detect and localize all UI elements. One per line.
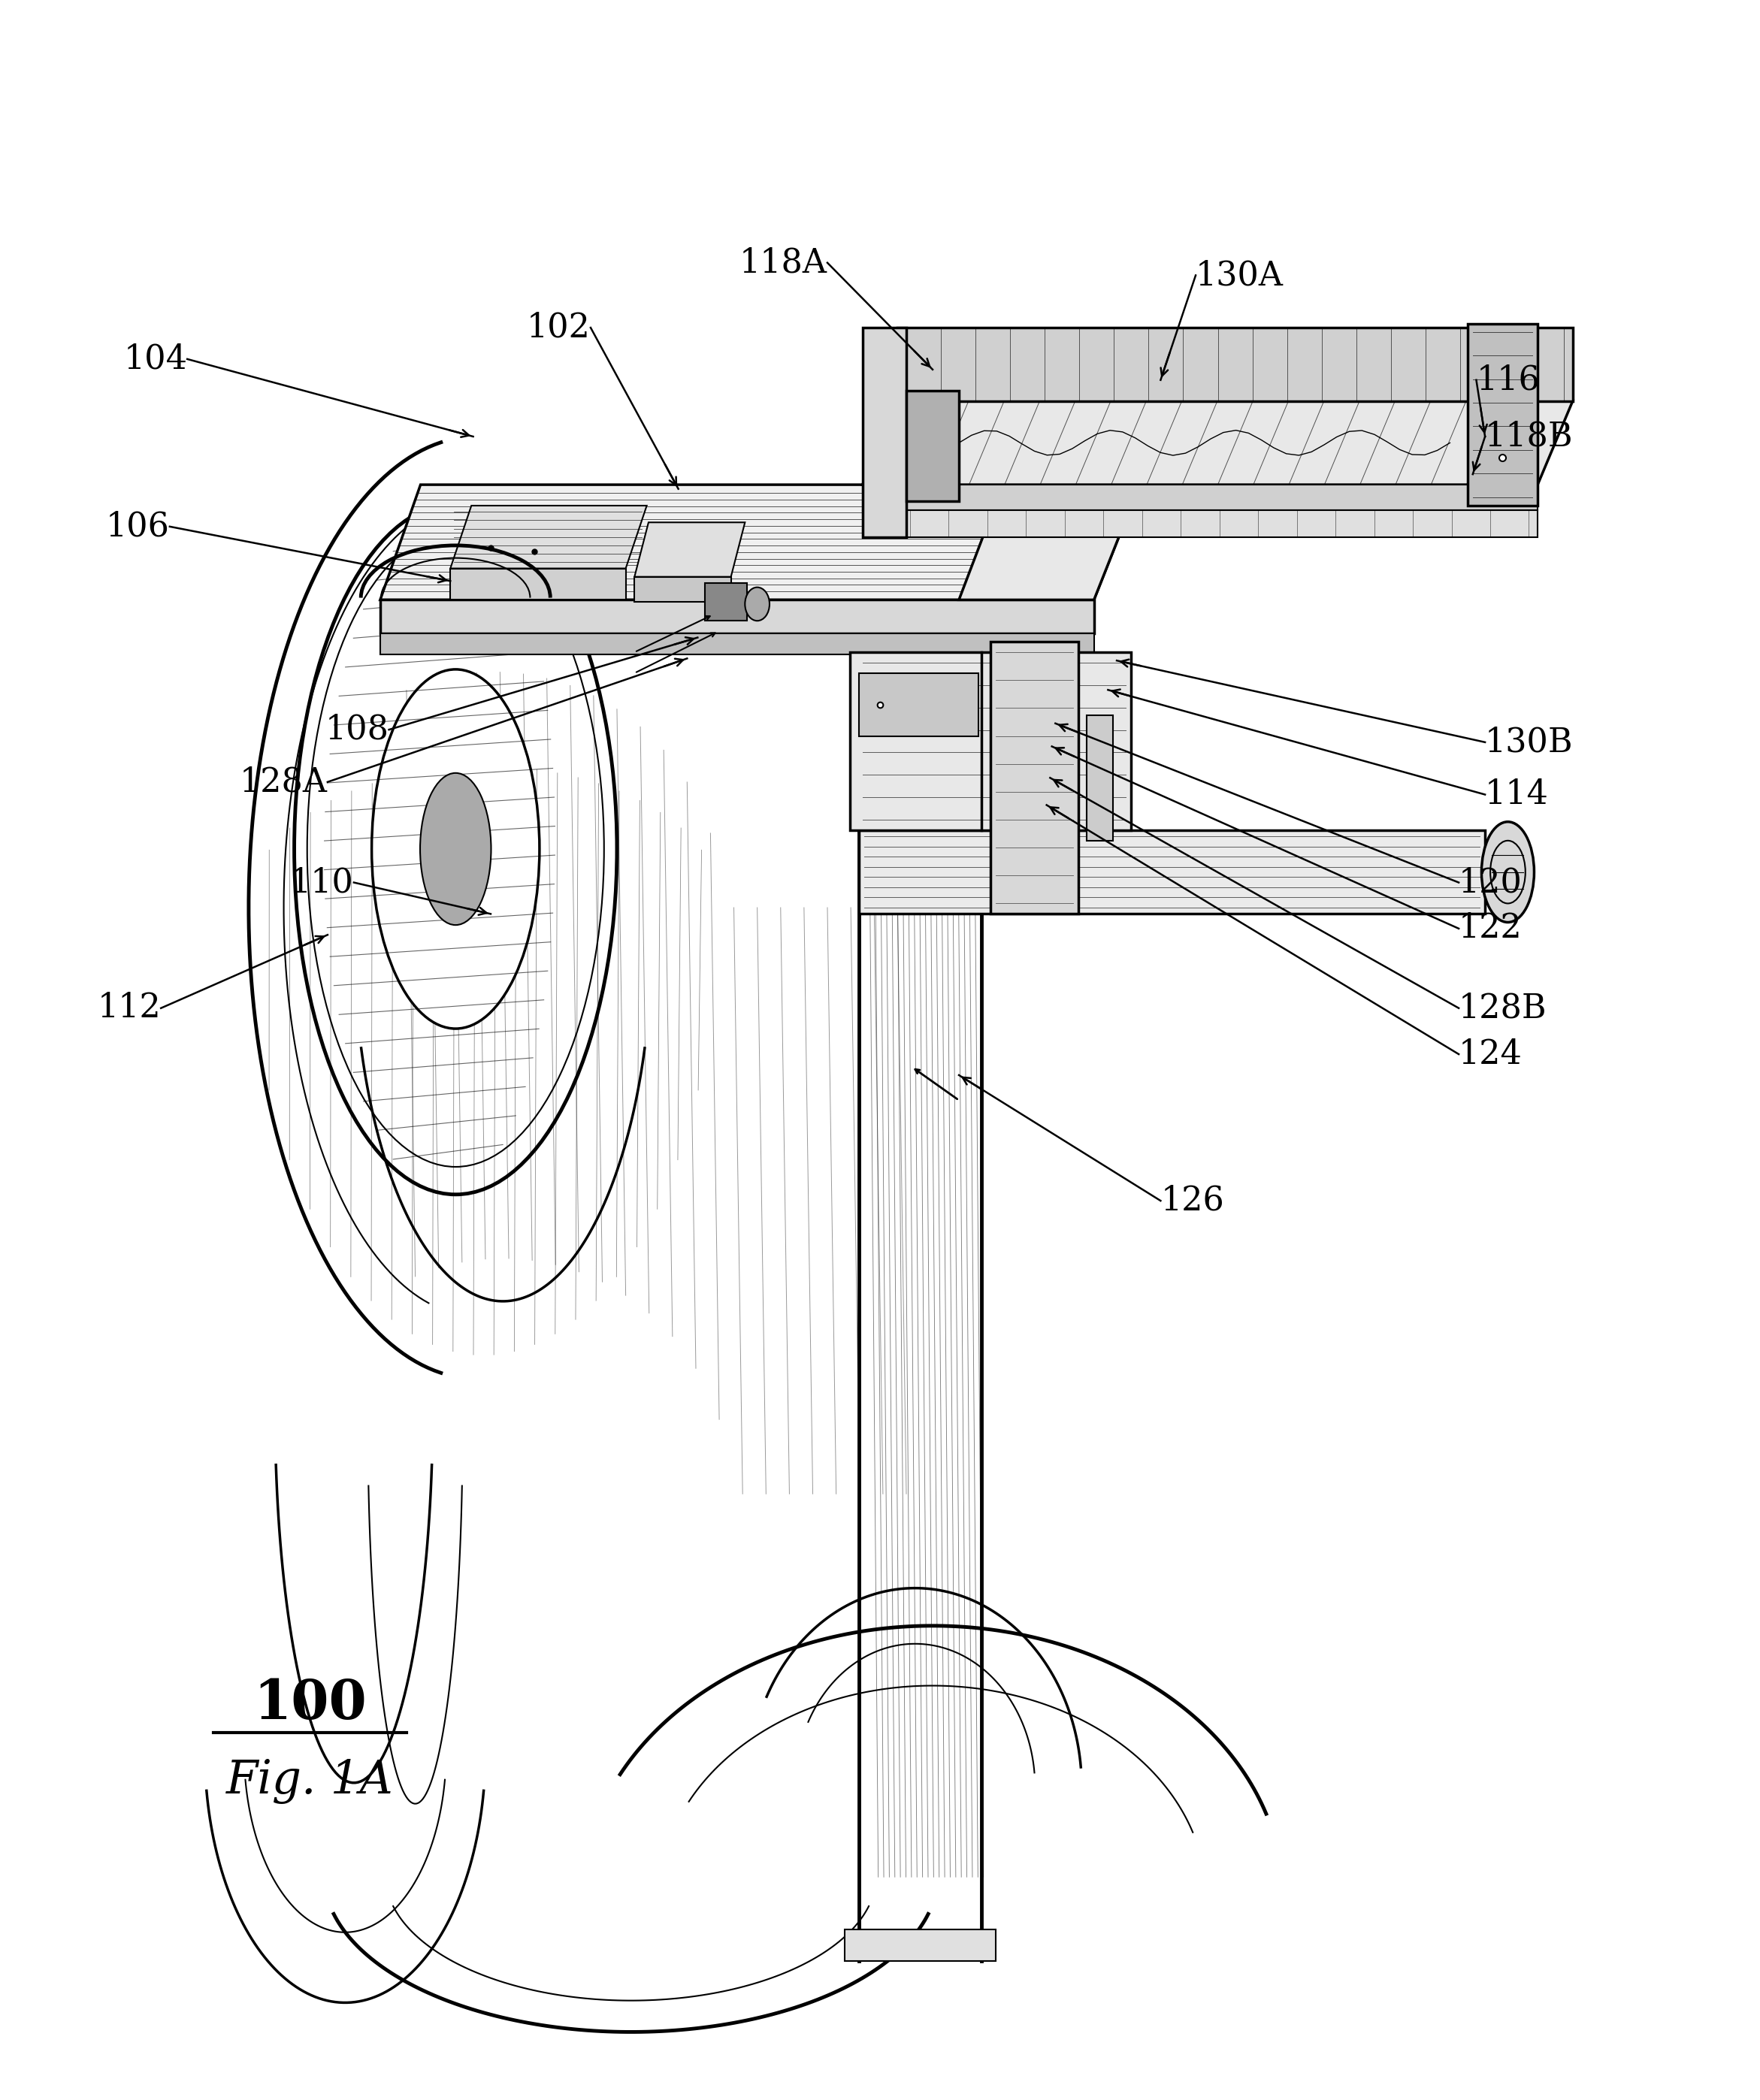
Text: 130A: 130A xyxy=(1195,258,1283,292)
Polygon shape xyxy=(451,569,627,601)
Text: 126: 126 xyxy=(1160,1184,1225,1218)
Text: 106: 106 xyxy=(106,510,169,542)
Polygon shape xyxy=(845,1930,996,1961)
Text: 128A: 128A xyxy=(239,766,327,798)
Polygon shape xyxy=(850,653,1130,830)
Text: 128B: 128B xyxy=(1459,991,1547,1025)
Text: 120: 120 xyxy=(1459,867,1522,899)
Text: 104: 104 xyxy=(123,342,187,376)
Polygon shape xyxy=(906,391,959,502)
Text: 110: 110 xyxy=(290,867,354,899)
Polygon shape xyxy=(634,523,744,578)
Text: 124: 124 xyxy=(1459,1037,1522,1071)
Text: 102: 102 xyxy=(526,311,591,344)
Text: 112: 112 xyxy=(97,991,160,1025)
Polygon shape xyxy=(634,578,730,603)
Polygon shape xyxy=(1088,714,1114,840)
Polygon shape xyxy=(380,601,1095,634)
Text: 100: 100 xyxy=(253,1678,366,1730)
Polygon shape xyxy=(862,401,1573,485)
Text: 108: 108 xyxy=(326,714,389,746)
Polygon shape xyxy=(862,328,906,538)
Polygon shape xyxy=(1468,323,1538,506)
Text: 130B: 130B xyxy=(1485,727,1573,758)
Ellipse shape xyxy=(1482,821,1535,922)
Polygon shape xyxy=(380,485,1139,601)
FancyBboxPatch shape xyxy=(704,584,746,622)
Text: 118B: 118B xyxy=(1485,420,1573,454)
FancyBboxPatch shape xyxy=(859,674,979,735)
Ellipse shape xyxy=(421,773,491,924)
Text: 114: 114 xyxy=(1485,779,1549,811)
Polygon shape xyxy=(898,328,1573,401)
Ellipse shape xyxy=(744,588,769,622)
Polygon shape xyxy=(959,485,1139,601)
Polygon shape xyxy=(862,485,1538,510)
Ellipse shape xyxy=(294,504,618,1195)
Ellipse shape xyxy=(371,670,540,1029)
Polygon shape xyxy=(859,830,1485,914)
Polygon shape xyxy=(380,634,1095,655)
Polygon shape xyxy=(862,510,1538,538)
Text: 118A: 118A xyxy=(739,246,827,279)
Polygon shape xyxy=(451,506,646,569)
Text: Fig. 1A: Fig. 1A xyxy=(227,1758,394,1804)
Polygon shape xyxy=(991,643,1079,914)
Text: 116: 116 xyxy=(1477,363,1540,397)
Text: 122: 122 xyxy=(1459,911,1522,945)
